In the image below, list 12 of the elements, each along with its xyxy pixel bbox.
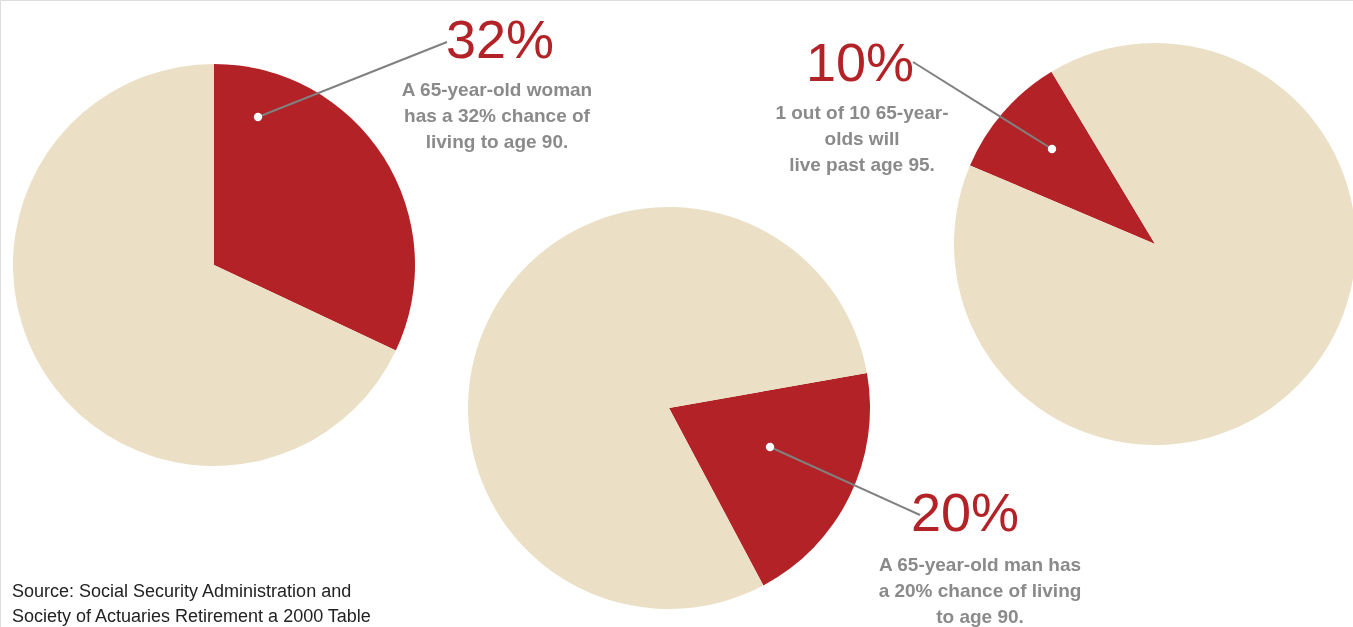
- text: A 65-year-old man has a 20% chance of living to age 90.: [878, 554, 1082, 627]
- text: 1 out of 10 65-year- olds will live past age 95.: [775, 102, 949, 175]
- text: 10%: [805, 32, 915, 92]
- pie-slice: [468, 207, 867, 609]
- text: A 65-year-old woman has a 32% chance of living to age 90.: [401, 79, 593, 152]
- source-note: Source: Social Security Administration and Society of Actuaries Retirement a 2000 Table: [12, 581, 371, 626]
- text: 32%: [445, 9, 555, 69]
- text: 20%: [910, 482, 1020, 542]
- pie-slice: [969, 71, 1155, 244]
- pie-slice: [669, 373, 870, 586]
- pie-slice: [13, 64, 396, 466]
- pie-slice: [954, 43, 1353, 445]
